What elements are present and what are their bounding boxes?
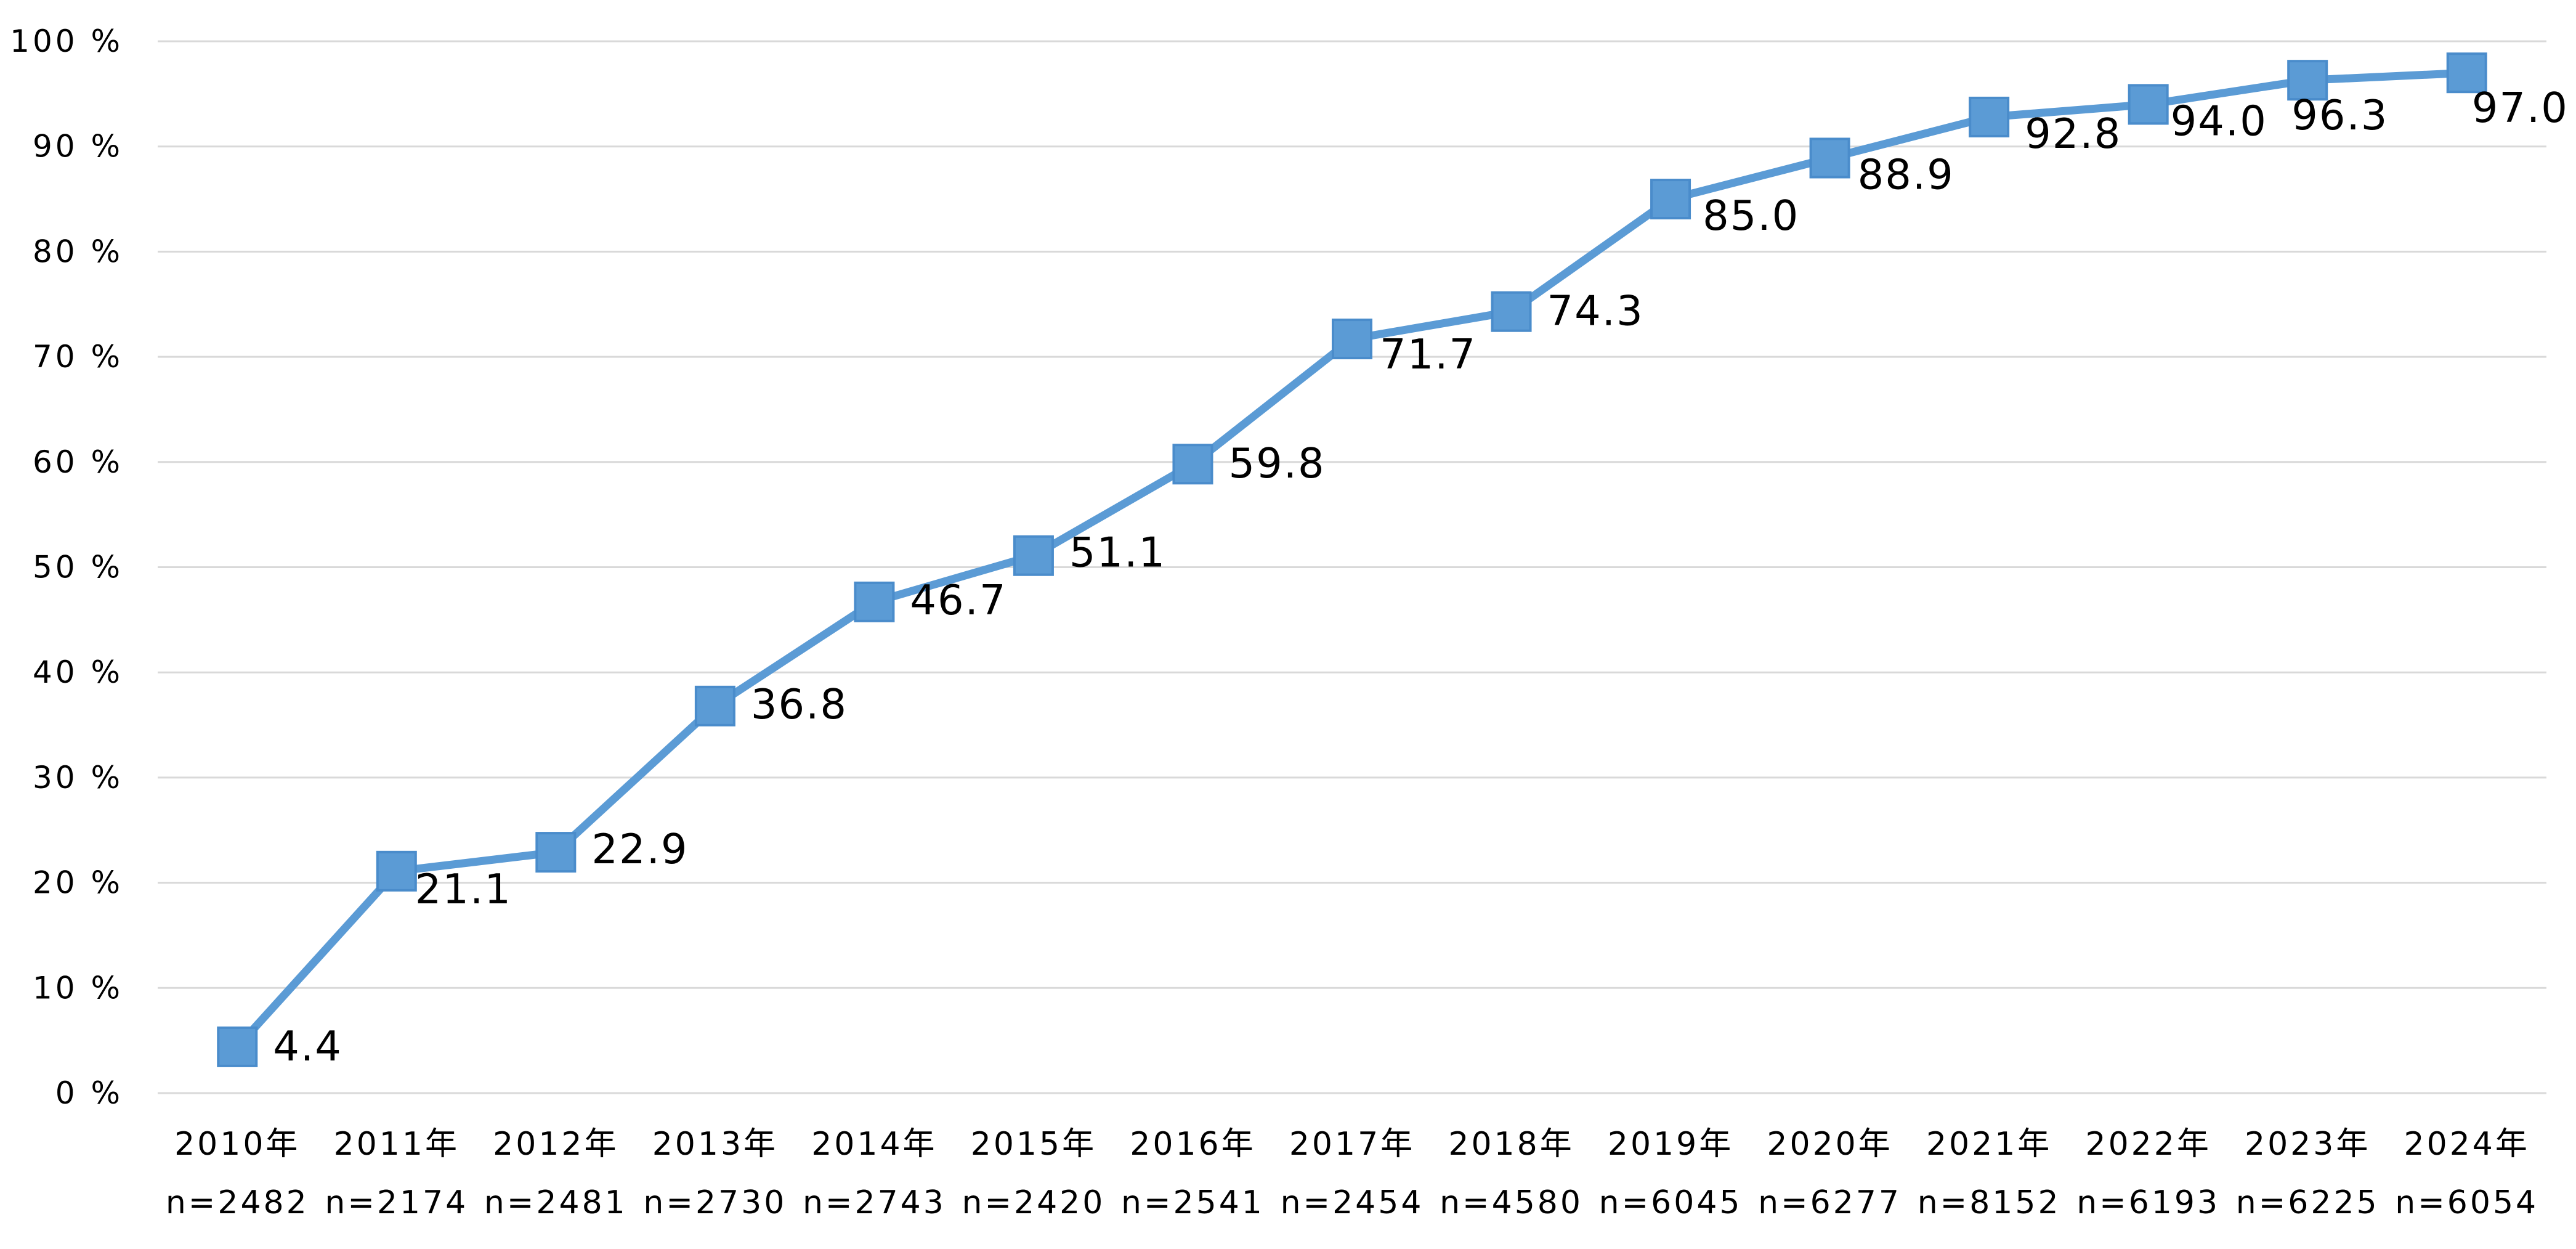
gridlines bbox=[158, 40, 2546, 1094]
x-tick-label-year: 2011年 bbox=[334, 1126, 460, 1163]
x-axis: 2010年 n=2482 2011年 n=2174 2012年 n=2481 2013年 n=… bbox=[166, 1126, 2538, 1221]
x-tick-label-year: 2015年 bbox=[971, 1126, 1096, 1163]
data-point-marker bbox=[376, 850, 417, 892]
x-tick-label-n: n=6193 bbox=[2076, 1184, 2220, 1221]
y-tick-label: 40 % bbox=[33, 654, 123, 690]
x-tick-label-year: 2013年 bbox=[652, 1126, 778, 1163]
data-point-marker bbox=[1172, 444, 1213, 485]
x-tick-label-year: 2018年 bbox=[1448, 1126, 1574, 1163]
data-label: 4.4 bbox=[273, 1022, 342, 1070]
x-tick-label-year: 2021年 bbox=[1926, 1126, 2052, 1163]
x-tick-label-year: 2016年 bbox=[1130, 1126, 1255, 1163]
x-tick-label-n: n=4580 bbox=[1440, 1184, 1583, 1221]
x-tick-label-n: n=6277 bbox=[1758, 1184, 1902, 1221]
data-point-marker bbox=[1809, 137, 1850, 179]
data-labels: 4.4 21.1 22.9 36.8 46.7 51.1 59.8 71.7 74.3 85.0 8… bbox=[273, 84, 2569, 1070]
y-tick-label: 100 % bbox=[10, 23, 123, 59]
x-tick-label-year: 2017年 bbox=[1289, 1126, 1415, 1163]
x-tick-label-n: n=2743 bbox=[803, 1184, 946, 1221]
data-point-marker bbox=[1969, 96, 2010, 137]
data-point-marker bbox=[694, 685, 735, 726]
x-tick-label-year: 2023年 bbox=[2245, 1126, 2370, 1163]
y-tick-label: 70 % bbox=[33, 339, 123, 375]
data-series bbox=[217, 52, 2487, 1067]
x-tick-label-n: n=8152 bbox=[1918, 1184, 2061, 1221]
y-tick-label: 0 % bbox=[55, 1075, 123, 1111]
data-label: 96.3 bbox=[2291, 91, 2388, 139]
data-point-marker bbox=[1332, 319, 1372, 360]
x-tick-label-year: 2022年 bbox=[2085, 1126, 2211, 1163]
data-point-marker bbox=[1013, 535, 1054, 576]
data-label: 22.9 bbox=[591, 825, 688, 873]
data-point-marker bbox=[1491, 291, 1532, 332]
x-tick-label-year: 2024年 bbox=[2404, 1126, 2530, 1163]
x-tick-label-n: n=2541 bbox=[1121, 1184, 1265, 1221]
data-point-marker bbox=[854, 581, 895, 622]
y-tick-label: 20 % bbox=[33, 865, 123, 901]
y-tick-label: 10 % bbox=[33, 970, 123, 1006]
x-tick-label-n: n=6045 bbox=[1599, 1184, 1743, 1221]
x-tick-label-n: n=6225 bbox=[2236, 1184, 2380, 1221]
x-tick-label-n: n=2482 bbox=[166, 1184, 309, 1221]
x-tick-label-year: 2012年 bbox=[493, 1126, 618, 1163]
data-point-marker bbox=[217, 1026, 258, 1067]
y-tick-label: 50 % bbox=[33, 550, 123, 585]
y-tick-label: 80 % bbox=[33, 234, 123, 269]
data-label: 51.1 bbox=[1069, 529, 1166, 577]
x-tick-label-year: 2014年 bbox=[811, 1126, 937, 1163]
data-point-marker bbox=[2446, 52, 2487, 94]
data-label: 71.7 bbox=[1380, 330, 1476, 378]
data-label: 92.8 bbox=[2025, 110, 2121, 158]
data-label: 85.0 bbox=[1703, 192, 1799, 240]
x-tick-label-n: n=6054 bbox=[2395, 1184, 2538, 1221]
x-tick-label-n: n=2420 bbox=[962, 1184, 1105, 1221]
x-tick-label-year: 2020年 bbox=[1767, 1126, 1892, 1163]
data-point-marker bbox=[2128, 84, 2169, 125]
y-tick-label: 90 % bbox=[33, 129, 123, 165]
data-label: 59.8 bbox=[1228, 439, 1325, 487]
y-tick-label: 30 % bbox=[33, 760, 123, 795]
x-tick-label-n: n=2174 bbox=[325, 1184, 468, 1221]
data-label: 21.1 bbox=[415, 865, 512, 913]
x-tick-label-year: 2019年 bbox=[1608, 1126, 1733, 1163]
data-label: 88.9 bbox=[1858, 150, 1954, 198]
data-point-marker bbox=[535, 832, 577, 873]
series-line bbox=[233, 68, 2471, 1051]
y-tick-label: 60 % bbox=[33, 444, 123, 480]
x-tick-label-year: 2010年 bbox=[174, 1126, 300, 1163]
data-label: 97.0 bbox=[2472, 84, 2569, 132]
data-label: 36.8 bbox=[751, 680, 848, 728]
x-tick-label-n: n=2481 bbox=[484, 1184, 628, 1221]
data-point-marker bbox=[1650, 179, 1691, 220]
data-label: 74.3 bbox=[1547, 287, 1644, 335]
data-label: 46.7 bbox=[910, 576, 1007, 624]
data-label: 94.0 bbox=[2171, 97, 2267, 145]
y-axis: 0 % 10 % 20 % 30 % 40 % 50 % 60 % 70 % 80 % 90 % 1… bbox=[10, 23, 123, 1111]
data-point-marker bbox=[2287, 60, 2328, 101]
x-tick-label-n: n=2454 bbox=[1281, 1184, 1424, 1221]
x-tick-label-n: n=2730 bbox=[643, 1184, 787, 1221]
